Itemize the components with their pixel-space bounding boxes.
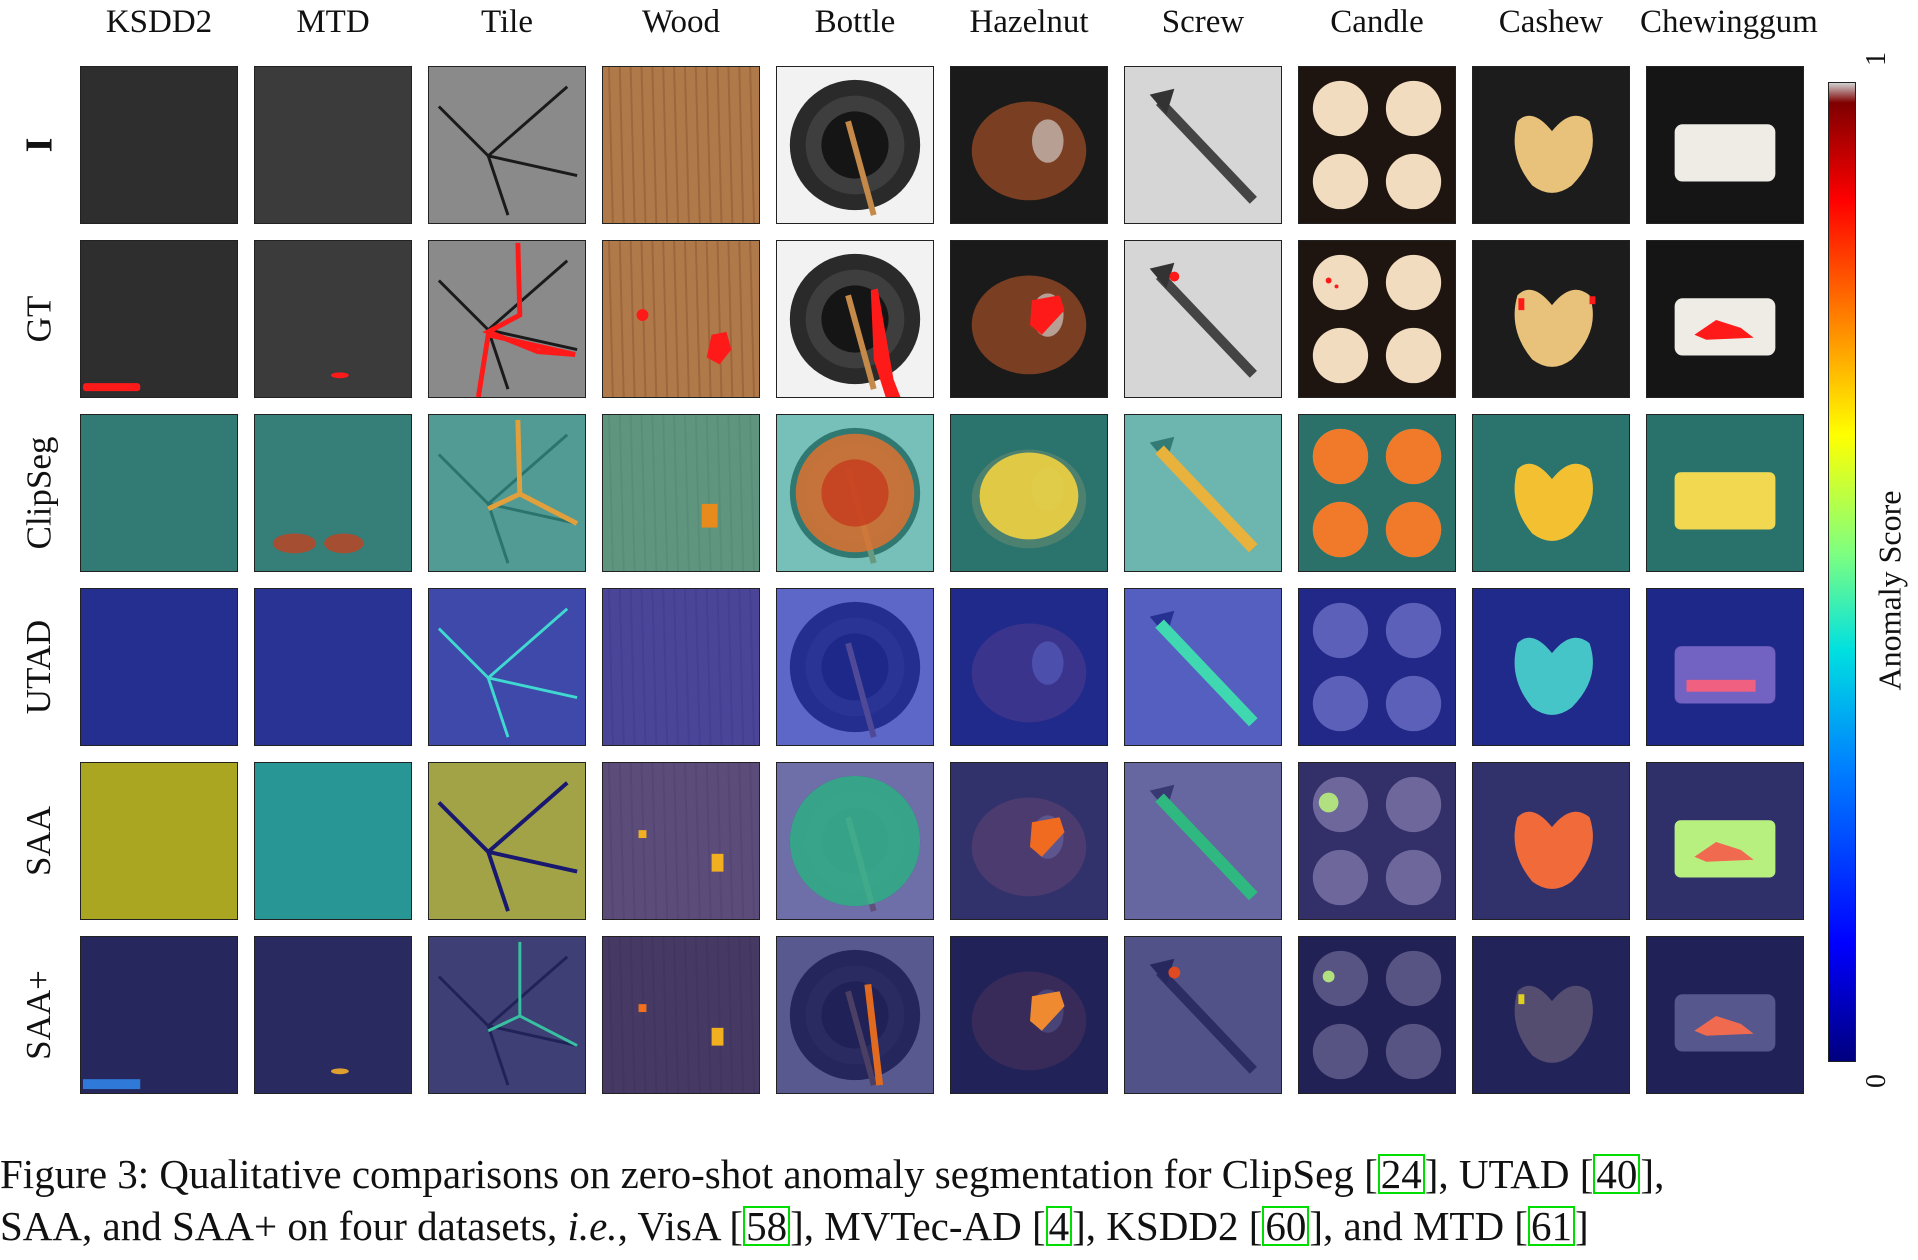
- tile-saa-screw: [1124, 762, 1282, 920]
- tile-saa-plus-bottle: [776, 936, 934, 1094]
- row-label-clipseg: ClipSeg: [19, 436, 59, 550]
- tile-saa-candle: [1298, 762, 1456, 920]
- column-header-wood: Wood: [641, 4, 720, 40]
- tile-clipseg-bottle: [776, 414, 934, 572]
- column-header-mtd: MTD: [296, 4, 370, 40]
- colorbar-title: Anomaly Score: [1871, 490, 1908, 690]
- tile-clipseg-cashew: [1472, 414, 1630, 572]
- tile-saa-plus-candle: [1298, 936, 1456, 1094]
- tile-saa-plus-screw: [1124, 936, 1282, 1094]
- tile-i-tile: [428, 66, 586, 224]
- tile-gt-ksdd2: [80, 240, 238, 398]
- tile-saa-hazelnut: [950, 762, 1108, 920]
- tile-i-candle: [1298, 66, 1456, 224]
- column-header-screw: Screw: [1161, 4, 1245, 40]
- tile-gt-wood: [602, 240, 760, 398]
- tile-saa-ksdd2: [80, 762, 238, 920]
- tile-utad-cashew: [1472, 588, 1630, 746]
- tile-gt-tile: [428, 240, 586, 398]
- row-label-utad: UTAD: [19, 619, 58, 715]
- tile-clipseg-screw: [1124, 414, 1282, 572]
- figure-caption: Figure 3: Qualitative comparisons on zer…: [0, 1148, 1918, 1252]
- anomaly-colorbar: [1828, 82, 1856, 1062]
- tile-i-cashew: [1472, 66, 1630, 224]
- caption-line-2: SAA, and SAA+ on four datasets, i.e., Vi…: [0, 1203, 1589, 1249]
- tile-utad-candle: [1298, 588, 1456, 746]
- tile-i-screw: [1124, 66, 1282, 224]
- tile-utad-mtd: [254, 588, 412, 746]
- tile-saa-plus-mtd: [254, 936, 412, 1094]
- tile-clipseg-candle: [1298, 414, 1456, 572]
- tile-utad-wood: [602, 588, 760, 746]
- citation-link[interactable]: 58: [743, 1206, 791, 1247]
- column-header-chewinggum: Chewinggum: [1640, 4, 1818, 40]
- tile-i-ksdd2: [80, 66, 238, 224]
- tile-gt-hazelnut: [950, 240, 1108, 398]
- tile-saa-plus-tile: [428, 936, 586, 1094]
- tile-clipseg-tile: [428, 414, 586, 572]
- tile-clipseg-hazelnut: [950, 414, 1108, 572]
- tile-saa-chewinggum: [1646, 762, 1804, 920]
- tile-saa-plus-ksdd2: [80, 936, 238, 1094]
- column-header-hazelnut: Hazelnut: [969, 4, 1089, 40]
- citation-link[interactable]: 24: [1377, 1154, 1425, 1195]
- tile-utad-ksdd2: [80, 588, 238, 746]
- tile-utad-screw: [1124, 588, 1282, 746]
- tile-i-hazelnut: [950, 66, 1108, 224]
- tile-utad-hazelnut: [950, 588, 1108, 746]
- row-label-i: I: [17, 137, 60, 153]
- row-label-saa-plus: SAA+: [19, 970, 59, 1060]
- tile-utad-bottle: [776, 588, 934, 746]
- tile-saa-wood: [602, 762, 760, 920]
- caption-line-1: Figure 3: Qualitative comparisons on zer…: [0, 1151, 1665, 1197]
- tile-clipseg-wood: [602, 414, 760, 572]
- tile-gt-cashew: [1472, 240, 1630, 398]
- row-label-gt: GT: [19, 295, 58, 343]
- tile-utad-chewinggum: [1646, 588, 1804, 746]
- tile-clipseg-mtd: [254, 414, 412, 572]
- tile-gt-candle: [1298, 240, 1456, 398]
- column-header-cashew: Cashew: [1498, 4, 1604, 40]
- tile-saa-plus-cashew: [1472, 936, 1630, 1094]
- tile-saa-plus-wood: [602, 936, 760, 1094]
- tile-saa-bottle: [776, 762, 934, 920]
- tile-saa-cashew: [1472, 762, 1630, 920]
- tile-saa-plus-hazelnut: [950, 936, 1108, 1094]
- column-header-bottle: Bottle: [814, 4, 896, 40]
- column-header-ksdd2: KSDD2: [105, 4, 213, 40]
- citation-link[interactable]: 40: [1593, 1154, 1641, 1195]
- tile-i-wood: [602, 66, 760, 224]
- citation-link[interactable]: 4: [1045, 1206, 1073, 1247]
- tile-clipseg-chewinggum: [1646, 414, 1804, 572]
- tile-gt-mtd: [254, 240, 412, 398]
- tile-utad-tile: [428, 588, 586, 746]
- citation-link[interactable]: 60: [1262, 1206, 1310, 1247]
- colorbar-max-label: 1: [1861, 52, 1892, 66]
- colorbar-min-label: 0: [1861, 1074, 1892, 1088]
- tile-i-mtd: [254, 66, 412, 224]
- column-header-tile: Tile: [481, 4, 533, 40]
- row-label-saa: SAA: [19, 805, 58, 877]
- tile-saa-plus-chewinggum: [1646, 936, 1804, 1094]
- tile-i-chewinggum: [1646, 66, 1804, 224]
- tile-i-bottle: [776, 66, 934, 224]
- tile-clipseg-ksdd2: [80, 414, 238, 572]
- tile-gt-chewinggum: [1646, 240, 1804, 398]
- tile-gt-screw: [1124, 240, 1282, 398]
- tile-gt-bottle: [776, 240, 934, 398]
- citation-link[interactable]: 61: [1527, 1206, 1575, 1247]
- tile-saa-mtd: [254, 762, 412, 920]
- tile-saa-tile: [428, 762, 586, 920]
- column-header-candle: Candle: [1330, 4, 1424, 40]
